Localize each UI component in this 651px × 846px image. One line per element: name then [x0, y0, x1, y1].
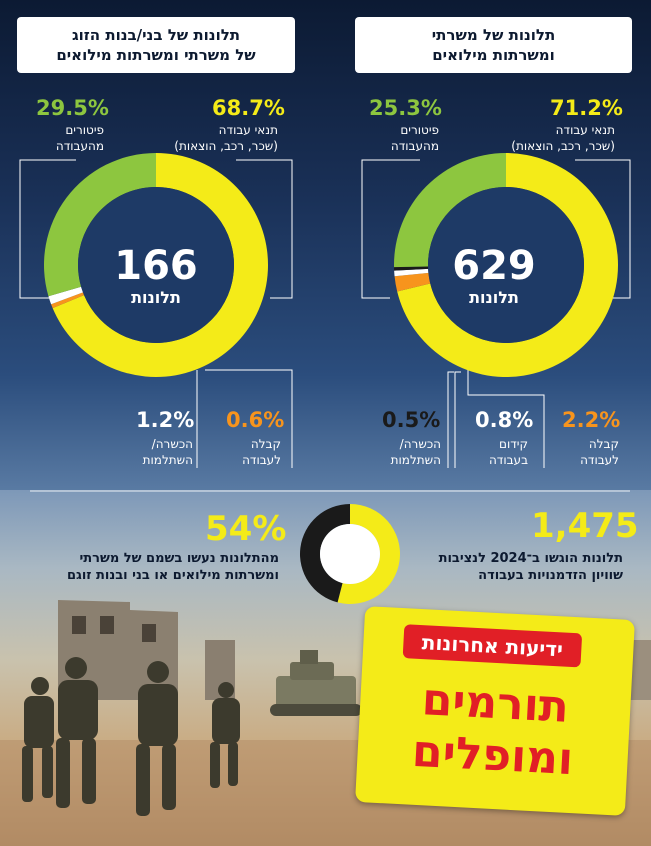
left-dismissal-pct: 29.5%	[36, 96, 109, 120]
right-total-value: 629	[452, 243, 536, 289]
right-donut-slice-4	[394, 153, 506, 268]
left-training-label: הכשרה/ השתלמות	[142, 437, 193, 467]
promo-line2: ומופלים	[410, 725, 575, 786]
left-donut-chart	[43, 153, 268, 377]
total-complaints-label: תלונות הוגשו ב־2024 לנציבות שוויון הזדמנ…	[438, 551, 623, 583]
right-dismissal-pct: 25.3%	[369, 96, 442, 120]
tank-silhouette	[270, 650, 362, 716]
right-work-conditions-pct: 71.2%	[550, 96, 623, 120]
left-work-conditions-label: תנאי עבודה (שכר, רכב, הוצאות)	[174, 123, 278, 153]
left-total-label: תלונות	[131, 288, 181, 307]
share-label: מהתלונות נעשו בשמם של משרתי ומשרתות מילו…	[66, 551, 279, 583]
right-title-line1: תלונות של משרתי	[431, 26, 556, 44]
left-chart-title: תלונות של בני/בנות הזוג של משרתי ומשרתות…	[17, 17, 295, 73]
left-training-pct: 1.2%	[136, 408, 195, 432]
total-complaints-value: 1,475	[531, 506, 639, 546]
soldiers-silhouette	[22, 657, 240, 816]
left-donut-slice-0	[52, 153, 268, 377]
right-donut-slice-1	[394, 272, 431, 292]
left-total-value: 166	[114, 243, 198, 289]
left-dismissal-label: פיטורים מהעבודה	[55, 123, 104, 153]
left-title-line2: של משרתי ומשרתות מילואים	[56, 46, 256, 64]
left-donut-slice-3	[43, 153, 156, 297]
yedioth-masthead: ידיעות אחרונות	[402, 624, 583, 668]
share-donut-slice-0	[337, 504, 400, 604]
right-total-label: תלונות	[469, 288, 519, 307]
left-donut-slice-1	[51, 292, 85, 309]
right-donut-slice-0	[397, 153, 618, 377]
share-value: 54%	[205, 509, 287, 549]
right-hiring-label: קבלה לעבודה	[580, 437, 619, 467]
right-donut-slice-3	[394, 266, 429, 271]
right-dismissal-label: פיטורים מהעבודה	[390, 123, 439, 153]
right-hiring-pct: 2.2%	[562, 408, 621, 432]
left-hiring-pct: 0.6%	[226, 408, 285, 432]
share-donut-chart	[299, 504, 400, 604]
left-work-conditions-pct: 68.7%	[212, 96, 285, 120]
left-donut-slice-2	[48, 286, 83, 305]
right-donut-slice-2	[394, 268, 429, 277]
left-hiring-label: קבלה לעבודה	[242, 437, 281, 467]
share-donut-slice-1	[299, 504, 350, 603]
right-title-line2: ומשרתות מילואים	[432, 46, 555, 64]
right-chart-title: תלונות של משרתי ומשרתות מילואים	[355, 17, 632, 73]
left-title-line1: תלונות של בני/בנות הזוג	[71, 26, 241, 44]
right-donut-chart	[394, 153, 618, 377]
left-donut-center	[78, 187, 234, 343]
yedioth-promo-card: ידיעות אחרונות תורמים ומופלים	[355, 606, 635, 816]
right-donut-center	[428, 187, 584, 343]
right-work-conditions-label: תנאי עבודה (שכר, רכב, הוצאות)	[511, 123, 615, 153]
share-donut-center	[320, 524, 380, 584]
right-promotion-label: קידום בעבודה	[488, 437, 528, 467]
right-training-label: הכשרה/ השתלמות	[390, 437, 441, 467]
right-training-pct: 0.5%	[382, 408, 441, 432]
right-promotion-pct: 0.8%	[475, 408, 534, 432]
